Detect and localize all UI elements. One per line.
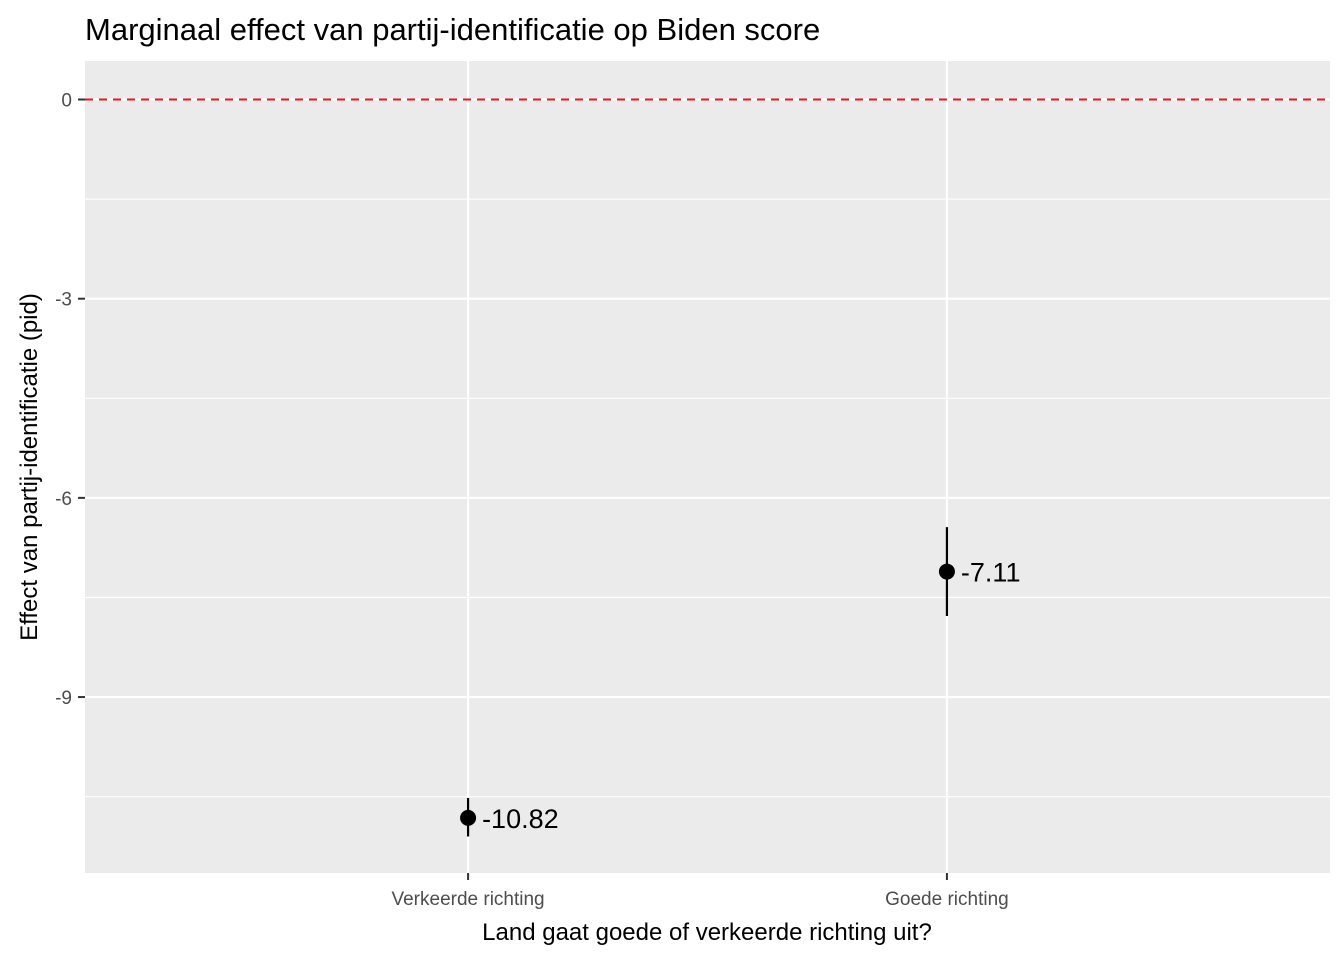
y-axis-title: Effect van partij-identificatie (pid) <box>16 293 43 641</box>
x-tick-label: Goede richting <box>885 889 1009 910</box>
y-tick-label: -9 <box>55 688 72 709</box>
x-axis: Verkeerde richting Goede richting <box>391 873 1009 910</box>
y-tick-label: -6 <box>55 489 72 510</box>
plot-panel <box>85 61 1330 873</box>
x-axis-title: Land gaat goede of verkeerde richting ui… <box>482 919 932 946</box>
chart-title: Marginaal effect van partij-identificati… <box>85 12 820 47</box>
x-tick-label: Verkeerde richting <box>391 889 544 910</box>
minor-gridlines <box>85 198 1330 798</box>
data-marks: -10.82 -7.11 <box>460 527 1021 837</box>
data-point <box>460 809 477 826</box>
y-tick-label: -3 <box>55 290 72 311</box>
data-point <box>938 563 955 580</box>
data-label: -7.11 <box>961 558 1021 588</box>
y-axis: 0 -3 -6 -9 <box>55 91 85 709</box>
y-tick-label: 0 <box>61 91 72 112</box>
data-label: -10.82 <box>482 804 559 834</box>
